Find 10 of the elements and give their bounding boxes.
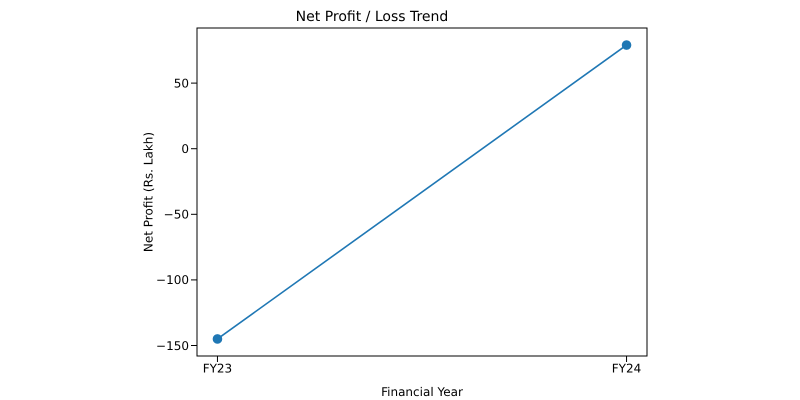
y-tick-label: −150 [156, 338, 189, 353]
x-tick-label: FY23 [202, 362, 232, 376]
y-axis-title: Net Profit (Rs. Lakh) [141, 132, 156, 252]
chart-title: Net Profit / Loss Trend [294, 9, 450, 25]
x-axis-title: Financial Year [381, 385, 463, 399]
y-tick-label: 0 [181, 142, 189, 156]
y-tick-label: −100 [156, 273, 189, 288]
y-tick-label: −50 [164, 208, 189, 222]
x-tick-label: FY24 [612, 362, 642, 376]
y-tick-label: 50 [174, 76, 189, 90]
